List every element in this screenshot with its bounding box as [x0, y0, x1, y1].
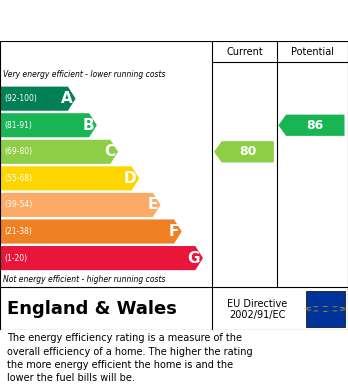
Text: (81-91): (81-91)	[4, 121, 32, 130]
Text: Current: Current	[226, 47, 263, 57]
Polygon shape	[302, 308, 310, 309]
Polygon shape	[312, 310, 320, 312]
Text: Energy Efficiency Rating: Energy Efficiency Rating	[10, 11, 239, 30]
Bar	[306, 291, 345, 327]
Text: 80: 80	[239, 145, 256, 158]
Polygon shape	[1, 87, 76, 111]
Polygon shape	[1, 246, 203, 270]
Polygon shape	[331, 310, 339, 312]
Text: A: A	[61, 91, 73, 106]
Text: (55-68): (55-68)	[4, 174, 32, 183]
Polygon shape	[341, 308, 348, 309]
Text: EU Directive: EU Directive	[227, 299, 288, 309]
Text: F: F	[168, 224, 179, 239]
Polygon shape	[305, 307, 313, 308]
Text: (69-80): (69-80)	[4, 147, 32, 156]
Text: (1-20): (1-20)	[4, 254, 27, 263]
Text: C: C	[104, 144, 115, 159]
Polygon shape	[214, 141, 274, 162]
Text: (21-38): (21-38)	[4, 227, 32, 236]
Polygon shape	[322, 306, 329, 307]
Text: Very energy efficient - lower running costs: Very energy efficient - lower running co…	[3, 70, 166, 79]
Polygon shape	[278, 115, 345, 136]
Polygon shape	[1, 166, 139, 190]
Text: G: G	[188, 251, 200, 265]
Polygon shape	[1, 140, 118, 164]
Polygon shape	[1, 113, 97, 137]
Text: D: D	[124, 171, 136, 186]
Polygon shape	[338, 307, 346, 308]
Text: E: E	[147, 197, 158, 212]
Text: Not energy efficient - higher running costs: Not energy efficient - higher running co…	[3, 275, 166, 284]
Text: Potential: Potential	[291, 47, 334, 57]
Text: England & Wales: England & Wales	[7, 300, 177, 318]
Text: 2002/91/EC: 2002/91/EC	[229, 310, 286, 320]
Text: (39-54): (39-54)	[4, 201, 32, 210]
Text: The energy efficiency rating is a measure of the
overall efficiency of a home. T: The energy efficiency rating is a measur…	[7, 334, 253, 383]
Polygon shape	[1, 219, 182, 244]
Polygon shape	[1, 193, 160, 217]
Text: B: B	[82, 118, 94, 133]
Text: (92-100): (92-100)	[4, 94, 37, 103]
Polygon shape	[322, 311, 329, 312]
Text: 86: 86	[307, 119, 324, 132]
